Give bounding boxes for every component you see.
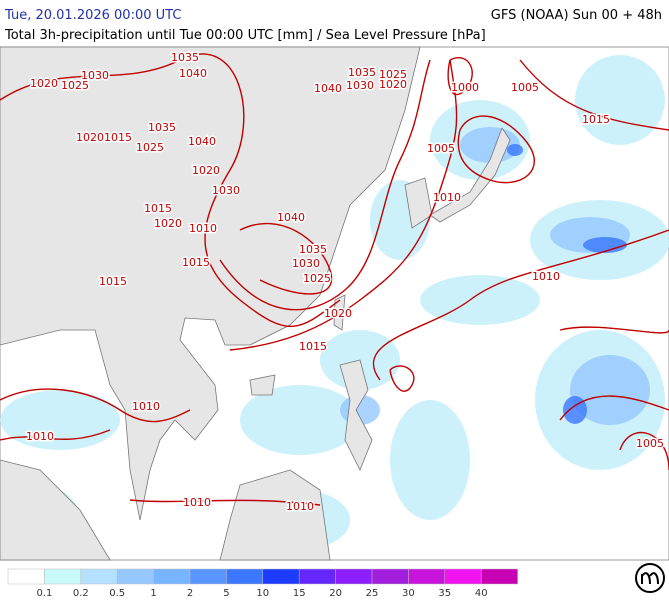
legend-label: 0.1 — [36, 588, 52, 599]
legend-swatch — [371, 568, 409, 585]
legend-swatch — [189, 568, 227, 585]
isobar-label: 1030 — [346, 79, 374, 92]
legend-swatch — [298, 568, 336, 585]
isobar-label: 1030 — [212, 184, 240, 197]
isobar-label: 1020 — [30, 77, 58, 90]
subtitle: Total 3h-precipitation until Tue 00:00 U… — [4, 28, 486, 43]
legend-swatch — [7, 568, 45, 585]
legend-swatch — [408, 568, 446, 585]
isobar-label: 1040 — [277, 211, 305, 224]
legend-label: 40 — [475, 588, 488, 599]
isobars — [0, 53, 669, 506]
legend-swatch — [444, 568, 482, 585]
isobar-label: 1020 — [76, 131, 104, 144]
isobar-label: 1020 — [154, 217, 182, 230]
logo — [635, 563, 665, 593]
isobar-label: 1005 — [511, 81, 539, 94]
model-label: GFS (NOAA) Sun 00 + 48h — [491, 8, 662, 23]
legend-label: 5 — [223, 588, 229, 599]
isobar-label: 1025 — [303, 272, 331, 285]
isobar-label: 1010 — [433, 191, 461, 204]
isobar-label: 1000 — [451, 81, 479, 94]
legend-label: 35 — [438, 588, 451, 599]
legend-swatch — [262, 568, 300, 585]
isobar-label: 1030 — [81, 69, 109, 82]
legend-swatch — [116, 568, 154, 585]
isobar-label: 1015 — [104, 131, 132, 144]
legend-label: 2 — [187, 588, 193, 599]
legend-label: 30 — [402, 588, 415, 599]
legend-label: 20 — [329, 588, 342, 599]
isobar-label: 1010 — [189, 222, 217, 235]
isobar-label: 1015 — [299, 340, 327, 353]
isobar-label: 1040 — [179, 67, 207, 80]
isobar-label: 1015 — [582, 113, 610, 126]
isobar-label: 1035 — [348, 66, 376, 79]
legend-label: 0.5 — [109, 588, 125, 599]
legend-label: 10 — [256, 588, 269, 599]
isobar-label: 1020 — [379, 78, 407, 91]
isobar-label: 1040 — [314, 82, 342, 95]
legend-swatch — [80, 568, 118, 585]
legend-swatch — [153, 568, 191, 585]
isobar-label: 1020 — [192, 164, 220, 177]
isobar-label: 1035 — [299, 243, 327, 256]
isobar-label: 1010 — [26, 430, 54, 443]
legend-swatch — [480, 568, 518, 585]
isobar-label: 1025 — [61, 79, 89, 92]
isobar-label: 1010 — [286, 500, 314, 513]
isobar-label: 1020 — [324, 307, 352, 320]
isobar-label: 1040 — [188, 135, 216, 148]
isobar-label: 1015 — [99, 275, 127, 288]
isobar-label: 1025 — [379, 68, 407, 81]
isobar-label: 1035 — [171, 51, 199, 64]
legend-label: 25 — [366, 588, 379, 599]
legend-swatch — [44, 568, 82, 585]
isobar-label: 1010 — [532, 270, 560, 283]
legend: 0.1 0.2 0.5 1 2 5 10 15 20 25 30 35 40 — [7, 568, 518, 599]
isobar-label: 1005 — [636, 437, 664, 450]
isobar-label: 1025 — [136, 141, 164, 154]
isobar-label: 1010 — [132, 400, 160, 413]
isobar-label: 1030 — [292, 257, 320, 270]
isobar-label: 1035 — [148, 121, 176, 134]
isobar-label: 1015 — [182, 256, 210, 269]
legend-label: 0.2 — [73, 588, 89, 599]
legend-swatch — [335, 568, 373, 585]
land — [0, 46, 511, 561]
isobar-label: 1010 — [183, 496, 211, 509]
legend-label: 1 — [150, 588, 156, 599]
isobar-label: 1005 — [427, 142, 455, 155]
legend-swatch — [226, 568, 264, 585]
date-label: Tue, 20.01.2026 00:00 UTC — [4, 8, 181, 23]
isobar-label: 1015 — [144, 202, 172, 215]
legend-label: 15 — [293, 588, 306, 599]
